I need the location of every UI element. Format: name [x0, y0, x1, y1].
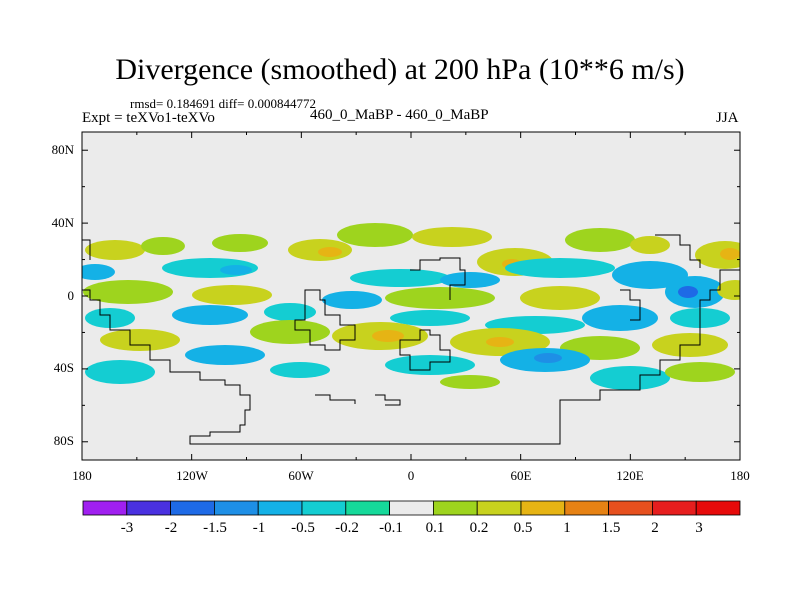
y-axis-labels: 80S 40S 0 40N 80N [52, 142, 75, 448]
colorbar-box [695, 500, 741, 516]
colorbar-label: 1.5 [602, 520, 621, 536]
colorbar-label: 0.2 [470, 520, 489, 536]
colorbar-box [301, 500, 347, 516]
colorbar-box [520, 500, 566, 516]
colorbar-label: -1 [253, 520, 266, 536]
colorbar-box [652, 500, 697, 516]
colorbar-label: -2 [165, 520, 178, 536]
x-axis-labels: 180 120W 60W 0 60E 120E 180 [72, 468, 750, 483]
colorbar-label: 2 [651, 520, 659, 536]
colorbar-box [257, 500, 303, 516]
y-tick-label: 40S [54, 360, 74, 375]
colorbar-label: -3 [121, 520, 134, 536]
colorbar-box [213, 500, 259, 516]
colorbar-label: -1.5 [203, 520, 227, 536]
stats-line: rmsd= 0.184691 diff= 0.000844772 [130, 96, 316, 111]
colorbar-label: 1 [563, 520, 571, 536]
colorbar-box [432, 500, 478, 516]
colorbar-label: -0.1 [379, 520, 403, 536]
colorbar-label: 0.5 [514, 520, 533, 536]
colorbar-box [389, 500, 434, 516]
coastlines [82, 234, 740, 445]
x-tick-label: 60W [288, 468, 314, 483]
experiment-label: Expt = teXVo1-teXVo [82, 110, 215, 126]
y-tick-label: 80S [54, 433, 74, 448]
colorbar [82, 500, 741, 516]
plot-title: Divergence (smoothed) at 200 hPa (10**6 … [115, 53, 685, 86]
y-tick-label: 40N [52, 215, 75, 230]
colorbar-box [345, 500, 390, 516]
colorbar-box [608, 500, 653, 516]
colorbar-labels: -3 -2 -1.5 -1 -0.5 -0.2 -0.1 0.1 0.2 0.5… [121, 520, 703, 536]
x-tick-label: 180 [72, 468, 92, 483]
colorbar-box [82, 500, 128, 516]
x-tick-label: 180 [730, 468, 750, 483]
colorbar-box [170, 500, 215, 516]
y-tick-label: 0 [68, 288, 75, 303]
x-tick-label: 60E [511, 468, 532, 483]
axis-ticks [81, 132, 741, 460]
y-tick-label: 80N [52, 142, 75, 157]
contour-field [82, 223, 740, 390]
x-tick-label: 0 [408, 468, 415, 483]
colorbar-label: 0.1 [426, 520, 445, 536]
colorbar-label: 3 [695, 520, 703, 536]
case-label: 460_0_MaBP - 460_0_MaBP [310, 107, 489, 123]
x-tick-label: 120E [616, 468, 644, 483]
colorbar-box [126, 500, 172, 516]
colorbar-box [564, 500, 609, 516]
colorbar-box [476, 500, 522, 516]
x-tick-label: 120W [176, 468, 209, 483]
colorbar-label: -0.2 [335, 520, 359, 536]
colorbar-label: -0.5 [291, 520, 315, 536]
season-label: JJA [716, 110, 739, 126]
